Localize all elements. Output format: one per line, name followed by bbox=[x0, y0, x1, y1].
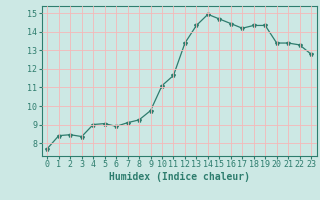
X-axis label: Humidex (Indice chaleur): Humidex (Indice chaleur) bbox=[109, 172, 250, 182]
